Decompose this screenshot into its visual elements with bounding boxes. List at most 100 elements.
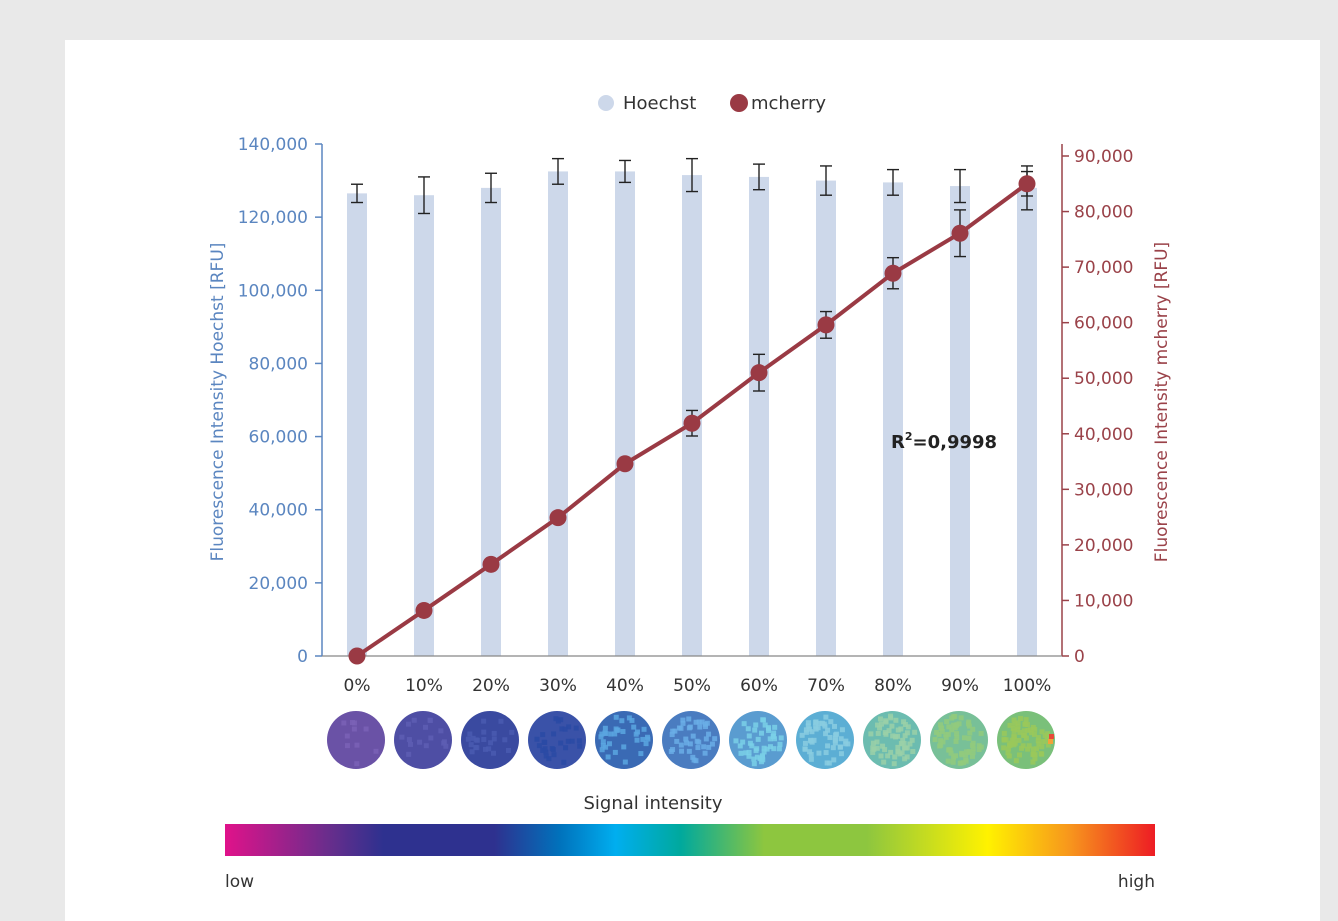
well-pixel [690,733,696,739]
well-pixel [602,725,608,731]
well-pixel [824,760,830,766]
well-pixel [697,724,703,730]
mcherry-point [1018,175,1036,193]
well-pixel [427,718,433,724]
well-pixel [823,714,829,720]
y-left-tick-label: 100,000 [238,281,308,301]
well-pixel [746,753,752,759]
well-pixel [951,722,957,728]
well-pixel [766,726,772,732]
well-pixel [1006,742,1012,748]
x-tick-label: 30% [539,676,577,696]
well-pixel [619,718,625,724]
well-pixel [674,738,680,744]
well-pixel [505,747,511,753]
well-pixel [833,732,839,738]
well-pixel [890,733,896,739]
y-right-tick-label: 40,000 [1074,425,1133,445]
well-pixel [1001,745,1007,751]
well-pixel [877,725,883,731]
well-pixel [541,739,547,745]
well-pixel [753,748,759,754]
well-pixel [1019,745,1025,751]
well-pixel [488,740,494,746]
well-pixel [892,754,898,760]
well-pixel [819,720,825,726]
well-pixel [753,722,759,728]
well-pixel [954,734,960,740]
well-pixel [823,750,829,756]
well-pixel [958,715,964,721]
well-pixel [486,746,492,752]
well-pixel [474,737,480,743]
mcherry-point [750,364,768,382]
well-pixel [1034,746,1040,752]
well-image [930,711,988,769]
well-pixel [680,720,686,726]
well-pixel [893,717,899,723]
well-pixel [600,743,606,749]
well-pixel [1026,743,1032,749]
well-pixel [1043,738,1049,744]
well-pixel [752,727,758,733]
well-pixel [344,743,350,749]
well-pixel [423,743,429,749]
well-pixel [1017,715,1023,721]
well-pixel [805,720,811,726]
well-pixel [888,713,894,719]
well-pixel [969,753,975,759]
well-pixel [684,740,690,746]
well-pixel [828,719,834,725]
well-pixel [898,726,904,732]
hoechst-bar [883,182,903,656]
well-pixel [709,741,715,747]
well-pixel [907,741,913,747]
well-pixel [693,719,699,725]
well-pixel [759,753,765,759]
x-tick-label: 70% [807,676,845,696]
y-right-tick-label: 70,000 [1074,258,1133,278]
r-squared-prefix: R [891,432,905,453]
well-pixel [1025,746,1031,752]
y-left-tick-label: 40,000 [249,501,308,521]
well-pixel [978,730,984,736]
well-pixel [902,733,908,739]
well-pixel [895,749,901,755]
well-pixel [970,740,976,746]
well-pixel [875,730,881,736]
well-pixel [1005,746,1011,752]
mcherry-line [348,170,1036,665]
well-pixel [827,734,833,740]
well-pixel [490,750,496,756]
well-pixel [963,757,969,763]
well-pixel [761,745,767,751]
well-pixel [870,740,876,746]
well-pixel [952,725,958,731]
well-pixel [1006,753,1012,759]
well-pixel [573,725,579,731]
well-pixel [1011,742,1017,748]
well-pixel [966,723,972,729]
x-tick-label: 0% [344,676,371,696]
well-pixel [961,735,967,741]
well-pixel [481,737,487,743]
well-pixel [754,754,760,760]
well-pixel [1024,722,1030,728]
well-pixel [737,743,743,749]
well-pixel [943,734,949,740]
r-squared-superscript: 2 [905,430,913,443]
well-pixel [1048,739,1053,744]
y-right-tick-label: 10,000 [1074,591,1133,611]
well-pixel [406,737,412,743]
well-pixel [891,761,897,767]
well-pixel [948,750,954,756]
well-pixel [465,736,471,742]
mcherry-point [817,316,835,334]
well-pixel [680,717,686,723]
hoechst-bar [481,187,501,656]
well-pixel [900,737,906,743]
well-pixel [563,745,569,751]
well-pixel [1015,724,1021,730]
legend-hoechst-marker [598,95,614,111]
hoechst-bar [1017,187,1037,656]
